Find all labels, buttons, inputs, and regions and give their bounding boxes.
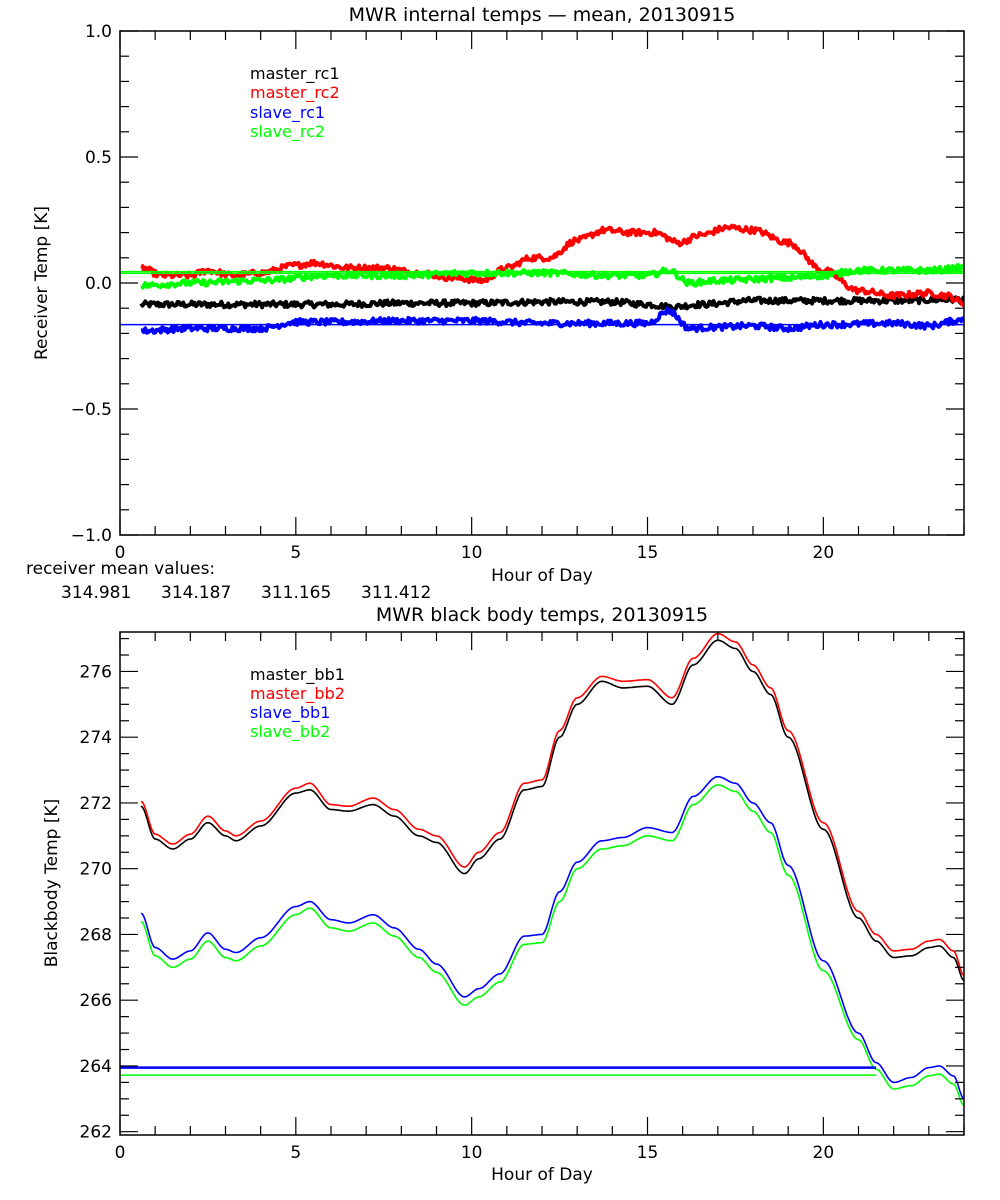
x-tick-labels: 0 5 10 15 20: [115, 543, 835, 563]
legend-item: master_rc2: [250, 83, 340, 103]
mean-values-annotation: receiver mean values: 314.981 314.187 31…: [26, 559, 431, 603]
legend-item: slave_bb2: [250, 722, 330, 742]
legend-item: master_rc1: [250, 64, 340, 84]
y-tick-label: 276: [80, 662, 112, 682]
x-tick-label: 15: [637, 543, 659, 563]
x-tick-label: 0: [115, 1143, 126, 1163]
x-tick-label: 5: [290, 543, 301, 563]
y-axis-label: Blackbody Temp [K]: [42, 799, 62, 968]
legend-item: slave_bb1: [250, 703, 330, 723]
series-line-master_rc2: [140, 223, 964, 308]
plot-frame: [119, 631, 965, 1136]
series-line-master_rc1: [139, 294, 964, 312]
legend: master_rc1 master_rc2 slave_rc1 slave_rc…: [250, 64, 340, 142]
y-tick-label: 266: [80, 991, 112, 1011]
series-lines: [139, 223, 964, 335]
chart-title: MWR internal temps — mean, 20130915: [349, 4, 736, 26]
legend-item: master_bb1: [250, 665, 345, 685]
y-tick-label: −0.5: [71, 400, 112, 420]
y-tick-label: 0.5: [85, 148, 112, 168]
y-tick-label: 274: [80, 728, 112, 748]
series-line-master_bb2: [140, 632, 964, 977]
x-tick-label: 10: [461, 1143, 483, 1163]
y-tick-labels: 262 264 266 268 270 272 274 276: [80, 662, 112, 1142]
series-line-slave_rc1: [140, 306, 964, 335]
receiver-temp-panel: MWR internal temps — mean, 20130915 0 5 10…: [26, 4, 965, 603]
reference-lines: [120, 270, 964, 326]
x-tick-label: 0: [115, 543, 126, 563]
series-line-slave_bb1: [140, 775, 964, 1100]
legend-item: master_bb2: [250, 684, 345, 704]
y-tick-label: 1.0: [85, 22, 112, 42]
y-tick-label: 264: [80, 1057, 112, 1077]
x-axis-label: Hour of Day: [491, 566, 593, 586]
chart-title: MWR black body temps, 20130915: [376, 604, 708, 626]
axis-ticks: [119, 30, 965, 536]
series-line-slave_bb2: [140, 784, 964, 1107]
mean-values-label: receiver mean values:: [26, 559, 215, 579]
blackbody-temp-panel: MWR black body temps, 20130915 0 5 10 15 20 …: [42, 604, 965, 1185]
series-line-slave_rc2: [140, 263, 964, 290]
y-tick-label: −1.0: [71, 526, 112, 546]
x-axis-label: Hour of Day: [491, 1165, 593, 1185]
y-axis-label: Receiver Temp [K]: [32, 206, 52, 360]
x-tick-label: 15: [637, 1143, 659, 1163]
x-tick-label: 10: [461, 543, 483, 563]
x-tick-label: 20: [813, 543, 835, 563]
x-tick-label: 20: [813, 1143, 835, 1163]
series-lines: [140, 632, 964, 1107]
mean-value: 311.165: [261, 583, 331, 603]
y-tick-label: 268: [80, 925, 112, 945]
axis-ticks: [119, 632, 965, 1135]
mean-value: 314.981: [61, 583, 131, 603]
mean-value: 314.187: [161, 583, 231, 603]
y-tick-label: 272: [80, 794, 112, 814]
legend: master_bb1 master_bb2 slave_bb1 slave_bb…: [250, 665, 345, 742]
mean-value: 311.412: [361, 583, 431, 603]
y-tick-labels: −1.0 −0.5 0.0 0.5 1.0: [71, 22, 112, 546]
x-tick-label: 5: [290, 1143, 301, 1163]
y-tick-label: 270: [80, 860, 112, 880]
legend-item: slave_rc2: [250, 122, 325, 142]
x-tick-labels: 0 5 10 15 20: [115, 1143, 835, 1163]
reference-lines: [120, 1066, 877, 1076]
y-tick-label: 262: [80, 1123, 112, 1143]
y-tick-label: 0.0: [85, 274, 112, 294]
series-line-master_bb1: [140, 639, 964, 982]
legend-item: slave_rc1: [250, 103, 325, 123]
